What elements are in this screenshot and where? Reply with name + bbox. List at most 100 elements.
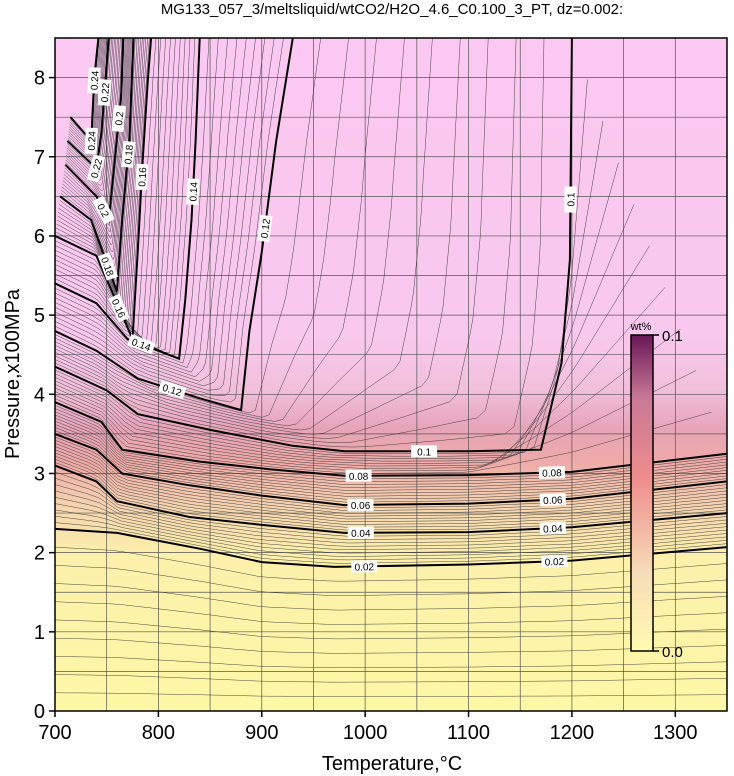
minor-contour xyxy=(55,692,727,697)
minor-contour xyxy=(57,38,141,308)
contour-label-bg xyxy=(158,379,187,400)
minor-contour xyxy=(55,503,727,554)
minor-contour xyxy=(55,38,489,439)
minor-contour xyxy=(69,38,103,153)
minor-contour xyxy=(65,38,123,214)
y-tick-label: 0 xyxy=(34,701,45,723)
contour-label: 0.22 xyxy=(97,79,112,106)
contour-label: 0.02 xyxy=(541,554,568,569)
minor-contour xyxy=(55,427,727,500)
contour-label-text: 0.02 xyxy=(545,557,565,569)
minor-contour xyxy=(57,38,143,313)
minor-contour xyxy=(55,38,210,364)
minor-contour xyxy=(65,38,120,203)
contour-label: 0.12 xyxy=(257,214,273,243)
minor-contour xyxy=(55,328,681,469)
minor-contour xyxy=(69,38,101,147)
contour-0.18 xyxy=(59,38,135,292)
contour-label-text: 0.22 xyxy=(100,82,112,103)
contour-label-bg xyxy=(347,526,374,539)
contour-label: 0.04 xyxy=(347,526,374,540)
contour-label-bg xyxy=(97,79,112,106)
minor-contour xyxy=(55,619,727,640)
contour-0.12 xyxy=(55,38,294,412)
x-axis-ticks: 700 800 900 1000 1100 1200 1300 xyxy=(38,711,698,744)
contour-label: 0.06 xyxy=(347,498,374,512)
contour-label-bg xyxy=(351,560,378,573)
minor-contour xyxy=(55,38,186,351)
minor-contour xyxy=(55,420,727,494)
contour-label: 0.1 xyxy=(411,445,438,458)
minor-contour xyxy=(55,417,727,491)
minor-contour xyxy=(65,38,121,209)
y-tick-label: 2 xyxy=(34,543,45,565)
minor-contour xyxy=(55,79,588,455)
y-axis-title: Pressure,x100MPa xyxy=(2,288,24,459)
contour-labels: 0.02 0.02 0.04 0.04 0.06 0.06 0.08 0.08 0.1 0.1 0.… xyxy=(84,67,577,574)
contour-label-bg xyxy=(86,154,106,183)
minor-contour xyxy=(55,204,635,462)
minor-contour xyxy=(55,38,321,414)
minor-contour xyxy=(62,38,129,253)
minor-contour xyxy=(55,38,219,368)
minor-contour xyxy=(55,490,727,547)
colorbar-gradient xyxy=(630,334,654,652)
minor-contour xyxy=(55,462,727,531)
contour-label: 0.02 xyxy=(351,560,378,574)
minor-contour xyxy=(55,38,238,378)
contour-0.16 xyxy=(55,38,153,340)
minor-contour xyxy=(55,38,196,356)
minor-contour xyxy=(55,398,712,474)
x-tick-label: 1100 xyxy=(447,722,490,744)
minor-contour xyxy=(55,471,727,537)
contour-0.24 xyxy=(69,38,100,144)
contour-label-text: 0.2 xyxy=(114,111,126,126)
contour-label-text: 0.08 xyxy=(542,468,562,480)
contour-label-text: 0.04 xyxy=(543,524,563,536)
minor-contour xyxy=(55,38,349,418)
x-tick-label: 700 xyxy=(38,722,71,744)
y-axis-ticks: 0 1 2 3 4 5 6 7 8 xyxy=(34,68,55,723)
contour-label: 0.04 xyxy=(539,521,567,536)
contour-label: 0.22 xyxy=(86,154,106,183)
minor-contour xyxy=(55,424,727,497)
contour-label: 0.16 xyxy=(135,163,149,191)
contour-label-text: 0.22 xyxy=(90,157,106,179)
contour-label-text: 0.08 xyxy=(349,472,369,483)
contour-label-text: 0.06 xyxy=(351,501,371,512)
contour-label: 0.08 xyxy=(538,466,566,480)
contour-label-text: 0.04 xyxy=(351,529,371,540)
minor-contour xyxy=(55,38,377,422)
minor-contour xyxy=(55,446,727,517)
minor-contour xyxy=(55,656,727,668)
minor-contour xyxy=(62,38,130,260)
contour-label-text: 0.24 xyxy=(90,70,102,91)
contour-0.08 xyxy=(55,401,727,477)
minor-contour xyxy=(55,414,727,488)
contour-label-bg xyxy=(541,554,568,568)
contour-0.2 xyxy=(64,38,125,224)
minor-contour xyxy=(55,637,727,654)
minor-contour xyxy=(58,38,138,299)
minor-contour xyxy=(55,496,727,550)
minor-contour xyxy=(55,162,619,459)
minor-contour xyxy=(55,38,433,431)
minor-contour xyxy=(55,477,727,540)
minor-contour xyxy=(55,38,171,345)
contour-label-bg xyxy=(257,214,273,243)
contour-label-bg xyxy=(564,186,577,213)
minor-contour xyxy=(55,546,727,582)
contour-label: 0.24 xyxy=(87,67,102,94)
plot-background xyxy=(55,38,727,711)
contour-0.04 xyxy=(55,464,727,534)
minor-contour xyxy=(55,484,727,544)
chart-title: MG133_057_3/meltsliquid/wtCO2/H2O_4.6_C0… xyxy=(161,1,623,18)
contour-label-text: 0.02 xyxy=(354,562,374,573)
contour-label-bg xyxy=(539,521,567,535)
contour-label: 0.1 xyxy=(564,186,577,213)
y-tick-label: 5 xyxy=(34,305,45,327)
y-tick-label: 4 xyxy=(34,384,45,406)
minor-contour xyxy=(55,38,517,444)
contour-label-bg xyxy=(84,127,98,155)
